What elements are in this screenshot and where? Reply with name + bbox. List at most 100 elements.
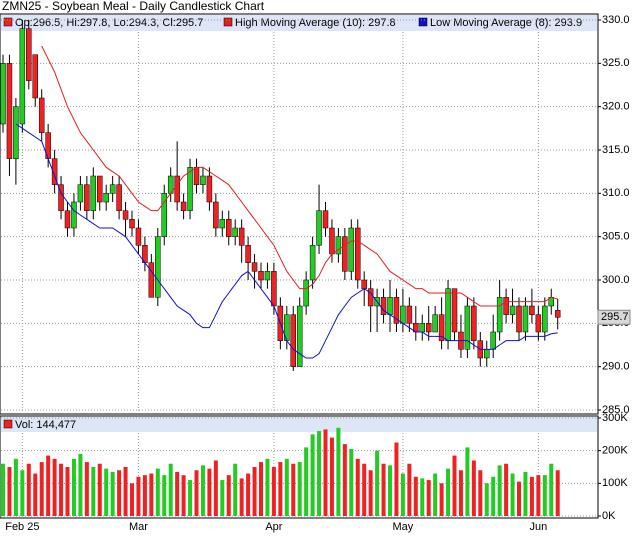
- candle-body: [6, 63, 13, 159]
- candle-body: [361, 279, 367, 289]
- candle-body: [490, 331, 496, 350]
- legend-swatch: [223, 17, 233, 27]
- volume-bar: [65, 467, 70, 516]
- volume-bar: [304, 447, 309, 516]
- volume-bar: [239, 478, 244, 516]
- candle-body: [355, 227, 361, 281]
- volume-bar: [471, 460, 476, 516]
- candle-body: [464, 305, 471, 350]
- candle-body: [226, 219, 232, 237]
- candle-body: [213, 201, 219, 229]
- x-tick-label: Apr: [265, 521, 282, 533]
- candle-body: [103, 193, 109, 203]
- y-tick-label: 320.0: [602, 101, 630, 113]
- volume-bar: [52, 458, 57, 516]
- candle-body: [542, 305, 548, 333]
- volume-bar: [220, 480, 225, 516]
- volume-bar: [549, 463, 554, 516]
- y-tick-label: 200K: [602, 445, 628, 457]
- y-tick-label: 290.0: [602, 361, 630, 373]
- candle-body: [122, 210, 129, 220]
- candle-body: [380, 297, 387, 315]
- volume-bar: [420, 478, 425, 516]
- volume-bar: [265, 458, 270, 516]
- candle-body: [387, 297, 393, 315]
- candle-body: [84, 184, 90, 211]
- volume-bar: [517, 481, 521, 516]
- volume-bar: [310, 434, 315, 516]
- candle-body: [432, 314, 438, 333]
- candle-body: [296, 305, 303, 367]
- volume-bar: [20, 470, 25, 516]
- candle-body: [116, 184, 122, 211]
- volume-bar: [381, 463, 386, 516]
- candle-body: [509, 305, 516, 315]
- volume-bar: [400, 473, 405, 516]
- candle-body: [161, 193, 167, 237]
- volume-bar: [452, 455, 457, 516]
- volume-bar: [317, 431, 322, 516]
- legend-entry: High Moving Average (10): 297.8: [235, 17, 396, 29]
- candle-body: [335, 236, 342, 255]
- legend-entry: Low Moving Average (8): 293.9: [430, 17, 582, 29]
- volume-label: Vol: 144,477: [15, 419, 76, 431]
- volume-bar: [536, 475, 541, 516]
- candle-body: [322, 210, 329, 229]
- volume-bar: [33, 473, 38, 516]
- candle-body: [316, 210, 322, 246]
- volume-bar: [368, 470, 373, 516]
- volume-bar: [207, 468, 212, 516]
- volume-bar: [26, 463, 31, 516]
- candle-body: [484, 349, 490, 359]
- volume-bar: [446, 468, 451, 516]
- volume-legend-band: [1, 417, 597, 432]
- volume-bar: [136, 476, 141, 516]
- candle-body: [174, 175, 180, 203]
- candle-body: [438, 314, 445, 341]
- candle-body: [187, 167, 193, 211]
- volume-bar: [413, 476, 418, 516]
- x-tick-label: Jun: [529, 521, 547, 533]
- y-tick-label: 330.0: [602, 14, 630, 26]
- candle-body: [251, 262, 258, 272]
- volume-bar: [246, 473, 251, 516]
- candle-body: [64, 210, 71, 229]
- ohlc-label: Op:296.5, Hi:297.8, Lo:294.3, Cl:295.7: [15, 17, 203, 29]
- x-tick-label: May: [393, 521, 414, 533]
- candle-body: [309, 245, 316, 281]
- volume-bar: [226, 475, 231, 516]
- volume-bar: [91, 467, 96, 516]
- volume-bar: [78, 453, 83, 516]
- candle-body: [129, 219, 135, 229]
- volume-bar: [407, 463, 412, 516]
- candle-body: [503, 297, 509, 315]
- candle-body: [348, 227, 355, 272]
- volume-bar: [97, 463, 102, 516]
- candle-body: [238, 227, 245, 246]
- candle-body: [38, 97, 45, 133]
- y-tick-label: 300K: [602, 412, 628, 424]
- candle-body: [193, 167, 200, 185]
- y-tick-label: 300.0: [602, 274, 630, 286]
- candle-body: [400, 305, 406, 324]
- volume-bar: [297, 462, 302, 516]
- volume-bar: [484, 483, 489, 516]
- candle-body: [51, 158, 58, 185]
- y-tick-label: 100K: [602, 477, 628, 489]
- last-price-label: 295.7: [601, 311, 629, 323]
- volume-bar: [175, 471, 180, 516]
- volume-bar: [271, 467, 276, 516]
- candle-body: [535, 314, 542, 333]
- candle-body: [26, 28, 32, 81]
- candle-body: [522, 305, 529, 333]
- candle-body: [496, 297, 503, 333]
- y-tick-label: 325.0: [602, 57, 630, 69]
- candle-body: [13, 106, 19, 159]
- candle-body: [271, 271, 277, 307]
- volume-bar: [478, 470, 483, 516]
- candle-body: [58, 184, 64, 211]
- candle-body: [419, 323, 425, 333]
- candle-body: [516, 305, 522, 333]
- candle-body: [109, 184, 116, 194]
